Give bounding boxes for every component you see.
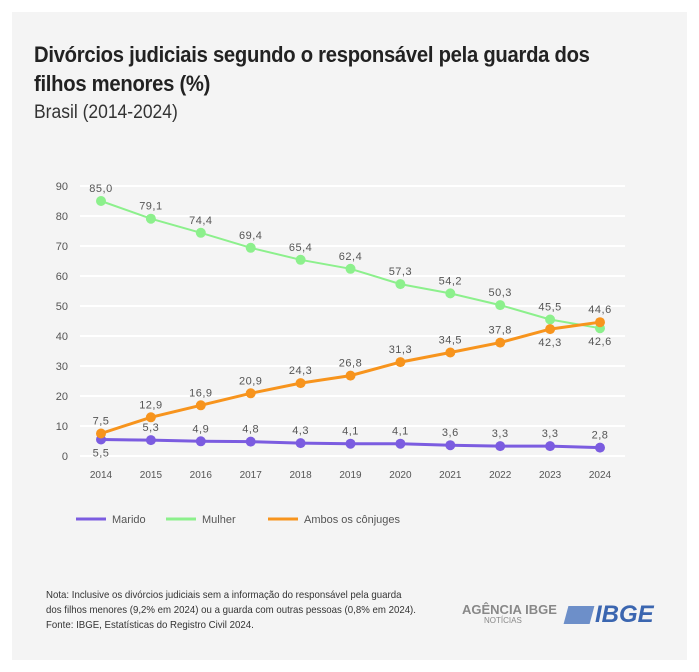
data-point <box>395 357 406 368</box>
data-point <box>545 441 556 452</box>
y-tick-label: 70 <box>56 241 68 253</box>
footnote: Nota: Inclusive os divórcios judiciais s… <box>46 588 451 633</box>
data-label: 7,5 <box>93 416 110 428</box>
x-tick-label: 2014 <box>90 470 113 481</box>
x-tick-label: 2016 <box>190 470 213 481</box>
data-point <box>195 227 206 238</box>
x-tick-label: 2019 <box>339 470 362 481</box>
data-label: 74,4 <box>189 215 212 227</box>
data-point <box>495 300 506 311</box>
legend-label: Mulher <box>202 514 236 526</box>
data-label: 3,6 <box>442 427 459 439</box>
legend-label: Marido <box>112 514 146 526</box>
chart-title: Divórcios judiciais segundo o responsáve… <box>34 42 590 96</box>
data-point <box>295 438 306 449</box>
data-point <box>245 388 256 399</box>
data-label: 12,9 <box>139 399 162 411</box>
data-point <box>195 400 206 411</box>
data-label: 62,4 <box>339 251 362 263</box>
data-label: 37,8 <box>488 325 511 337</box>
x-tick-label: 2018 <box>289 470 312 481</box>
data-label: 2,8 <box>592 430 609 442</box>
x-tick-label: 2024 <box>589 470 612 481</box>
x-tick-label: 2021 <box>439 470 462 481</box>
x-tick-label: 2015 <box>140 470 163 481</box>
data-label: 4,8 <box>242 424 259 436</box>
data-point <box>96 196 106 206</box>
data-label: 3,3 <box>542 428 559 440</box>
data-point <box>345 438 356 449</box>
agencia-ibge-logo: AGÊNCIA IBGE NOTÍCIAS <box>462 602 557 625</box>
data-label: 4,9 <box>192 423 209 435</box>
data-label: 4,1 <box>392 426 409 438</box>
data-label: 42,3 <box>538 337 561 349</box>
data-point <box>495 337 506 348</box>
data-label: 57,3 <box>389 266 412 278</box>
data-point <box>395 279 406 290</box>
y-tick-label: 20 <box>56 391 68 403</box>
y-tick-label: 50 <box>56 301 68 313</box>
data-point <box>595 442 605 453</box>
y-tick-label: 40 <box>56 331 68 343</box>
legend-label: Ambos os cônjuges <box>304 514 400 526</box>
data-label: 50,3 <box>488 287 511 299</box>
data-point <box>245 436 256 447</box>
data-point <box>96 428 106 439</box>
data-label: 3,3 <box>492 428 509 440</box>
x-tick-label: 2017 <box>240 470 263 481</box>
data-label: 24,3 <box>289 365 312 377</box>
data-point <box>195 436 206 447</box>
y-tick-label: 10 <box>56 421 68 433</box>
data-label: 5,3 <box>143 422 160 434</box>
data-label: 42,6 <box>588 336 611 348</box>
data-label: 31,3 <box>389 344 412 356</box>
data-label: 34,5 <box>439 335 462 347</box>
data-point <box>445 347 456 358</box>
data-point <box>445 288 456 299</box>
data-label: 44,6 <box>588 304 611 316</box>
ibge-logo: IBGE <box>563 601 654 629</box>
ibge-logo-mark-icon <box>563 606 595 624</box>
data-label: 16,9 <box>189 387 212 399</box>
data-point <box>445 440 456 451</box>
data-label: 4,1 <box>342 426 359 438</box>
data-point <box>595 317 605 328</box>
data-point <box>245 242 256 253</box>
data-point <box>145 435 156 446</box>
data-label: 20,9 <box>239 375 262 387</box>
y-tick-label: 0 <box>62 451 68 463</box>
y-tick-label: 90 <box>56 181 68 193</box>
data-point <box>145 213 156 224</box>
data-label: 69,4 <box>239 230 262 242</box>
data-point <box>295 254 306 265</box>
data-point <box>345 263 356 274</box>
data-point <box>495 441 506 452</box>
x-tick-label: 2022 <box>489 470 512 481</box>
source-text: Fonte: IBGE, Estatísticas do Registro Ci… <box>46 619 254 631</box>
note-line-1: Nota: Inclusive os divórcios judiciais s… <box>46 589 402 601</box>
data-point <box>395 438 406 449</box>
y-tick-label: 80 <box>56 211 68 223</box>
data-point <box>345 370 356 381</box>
note-line-2: dos filhos menores (9,2% em 2024) ou a g… <box>46 604 416 616</box>
data-point <box>545 314 556 325</box>
data-label: 65,4 <box>289 242 312 254</box>
data-point <box>545 324 556 335</box>
data-label: 54,2 <box>439 275 462 287</box>
data-label: 26,8 <box>339 358 362 370</box>
x-tick-label: 2020 <box>389 470 412 481</box>
data-label: 45,5 <box>538 302 561 314</box>
data-label: 85,0 <box>89 183 112 195</box>
x-tick-label: 2023 <box>539 470 562 481</box>
data-label: 4,3 <box>292 425 309 437</box>
data-point <box>145 412 156 423</box>
data-label: 5,5 <box>93 448 110 460</box>
y-tick-label: 60 <box>56 271 68 283</box>
chart-subtitle: Brasil (2014-2024) <box>34 102 178 123</box>
y-tick-label: 30 <box>56 361 68 373</box>
data-label: 79,1 <box>139 201 162 213</box>
data-point <box>295 378 306 389</box>
